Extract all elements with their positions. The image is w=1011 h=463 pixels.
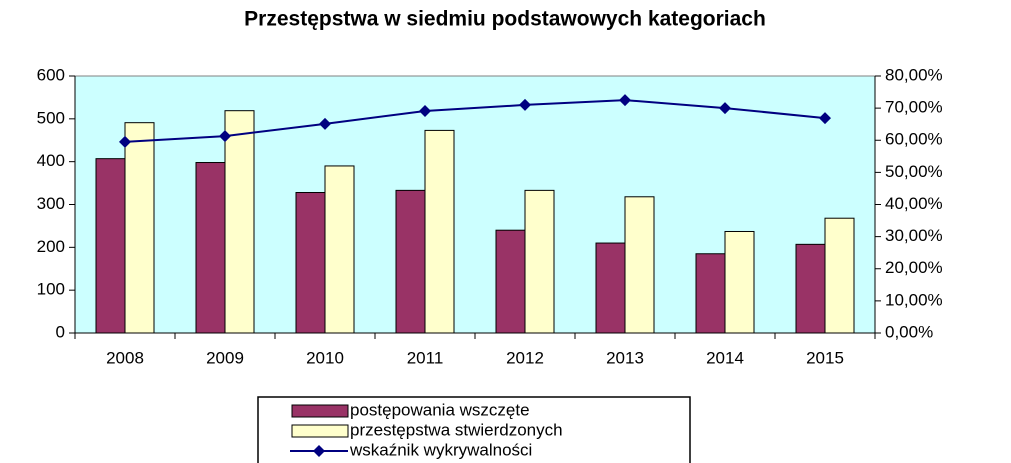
y2-tick-label: 0,00% — [885, 322, 933, 341]
line-marker — [119, 135, 131, 148]
bar — [224, 110, 255, 334]
legend-label: wskaźnik wykrywalności — [349, 440, 532, 459]
bar — [324, 165, 355, 334]
y2-tick-label: 20,00% — [885, 258, 943, 277]
legend-swatch — [291, 424, 349, 438]
y-tick-label: 200 — [37, 237, 65, 256]
line-marker — [619, 94, 631, 107]
y2-tick-label: 60,00% — [885, 130, 943, 149]
bar — [824, 217, 855, 334]
y-tick-label: 500 — [37, 108, 65, 127]
line-marker — [219, 130, 231, 143]
bar — [624, 196, 655, 334]
y2-tick-label: 80,00% — [885, 65, 943, 84]
line-marker — [819, 112, 831, 125]
bar — [495, 229, 526, 334]
x-tick-label: 2014 — [706, 348, 744, 367]
x-tick-label: 2010 — [306, 348, 344, 367]
x-tick-label: 2011 — [407, 348, 444, 367]
legend-swatch — [291, 404, 349, 418]
bar — [195, 162, 226, 334]
line-marker — [419, 105, 431, 118]
x-tick-label: 2012 — [506, 348, 544, 367]
y-tick-label: 400 — [37, 151, 65, 170]
y2-tick-label: 50,00% — [885, 162, 943, 181]
y-tick-label: 300 — [37, 194, 65, 213]
legend-label: przestępstwa stwierdzonych — [350, 420, 563, 439]
x-tick-label: 2009 — [206, 348, 244, 367]
y-tick-label: 0 — [56, 322, 65, 341]
bar — [724, 230, 755, 334]
bar — [124, 122, 155, 334]
line-marker — [519, 98, 531, 111]
bar — [795, 243, 826, 334]
x-tick-label: 2013 — [606, 348, 644, 367]
bar — [595, 242, 626, 334]
line-marker — [719, 102, 731, 115]
plot-area — [74, 75, 876, 334]
x-tick-label: 2015 — [806, 348, 844, 367]
bar — [424, 129, 455, 334]
x-tick-label: 2008 — [106, 348, 144, 367]
line-series — [124, 99, 826, 143]
chart-title: Przestępstwa w siedmiu podstawowych kate… — [244, 8, 766, 31]
bar — [695, 253, 726, 334]
y-tick-label: 100 — [37, 280, 65, 299]
bar — [95, 158, 126, 334]
legend-label: postępowania wszczęte — [350, 400, 530, 419]
y2-tick-label: 70,00% — [885, 98, 943, 117]
y2-tick-label: 40,00% — [885, 194, 943, 213]
y-tick-label: 600 — [37, 65, 65, 84]
y2-tick-label: 10,00% — [885, 290, 943, 309]
bar — [295, 192, 326, 334]
bar — [524, 189, 555, 334]
legend-swatch — [313, 445, 325, 457]
y2-tick-label: 30,00% — [885, 226, 943, 245]
bar — [395, 189, 426, 334]
line-marker — [319, 117, 331, 130]
